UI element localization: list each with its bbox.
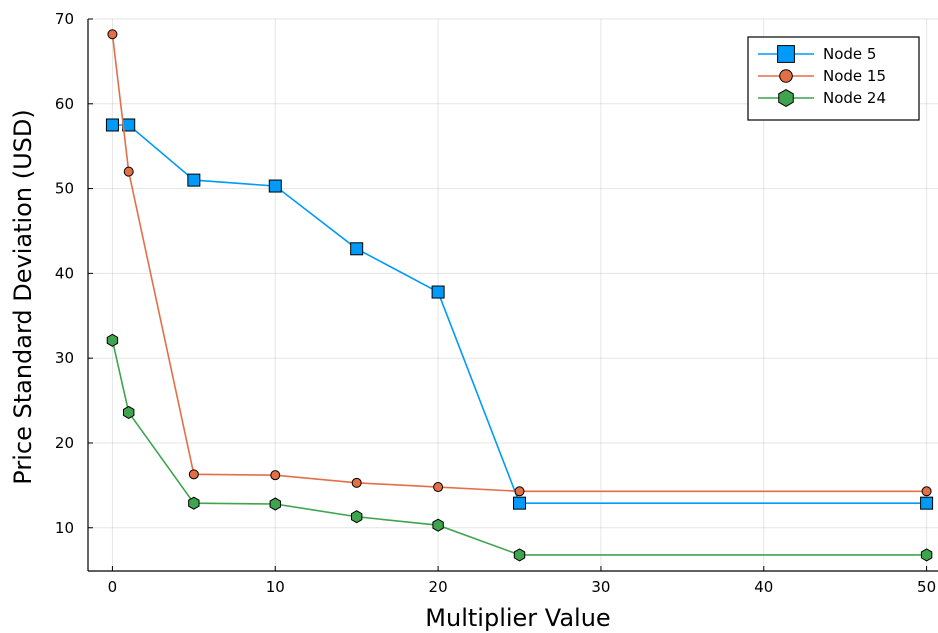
series-group: [105, 29, 934, 562]
data-point-node-5: [187, 173, 201, 187]
grid-lines: [88, 18, 938, 571]
legend-label-node-15: Node 15: [823, 67, 886, 85]
y-tick-label: 20: [55, 434, 74, 452]
data-point-node-24: [106, 333, 119, 347]
legend-marker-node-5: [777, 45, 795, 63]
legend-box: [747, 36, 920, 121]
data-point-node-5: [920, 496, 934, 510]
data-point-node-15: [921, 486, 932, 497]
x-tick-label: 50: [917, 578, 936, 596]
series-line-node-5: [112, 124, 927, 504]
legend-label-node-24: Node 24: [823, 89, 886, 107]
y-tick-label: 70: [55, 10, 74, 28]
tick-labels: 0 10 20 30 40 50 10 20 30 40 50 60 70: [55, 10, 936, 596]
x-tick-label: 40: [754, 578, 773, 596]
data-point-node-24: [513, 548, 526, 562]
y-tick-label: 30: [55, 349, 74, 367]
data-point-node-24: [123, 405, 135, 420]
data-point-node-24: [432, 518, 444, 532]
axes: [87, 18, 938, 572]
data-point-node-15: [433, 482, 444, 493]
legend-marker-node-24: [778, 89, 794, 107]
data-point-node-24: [350, 510, 363, 524]
data-point-node-24: [269, 497, 281, 511]
legend: Node 5 Node 15 Node 24: [747, 36, 920, 121]
data-point-node-15: [514, 486, 525, 497]
series-node-24: [106, 333, 933, 562]
legend-label-node-5: Node 5: [823, 45, 876, 63]
y-axis-title: Price Standard Deviation (USD): [9, 109, 37, 484]
legend-marker-node-15: [779, 69, 793, 83]
y-tick-label: 40: [55, 264, 74, 282]
y-tick-label: 60: [55, 95, 74, 113]
y-tick-label: 50: [55, 180, 74, 198]
series-line-node-15: [111, 34, 927, 493]
data-point-node-15: [107, 29, 118, 40]
data-point-node-24: [188, 496, 200, 510]
data-point-node-15: [188, 469, 199, 480]
series-line-node-24: [111, 340, 927, 556]
data-point-node-15: [351, 477, 362, 488]
x-tick-label: 0: [108, 578, 118, 596]
data-point-node-5: [268, 179, 282, 193]
data-point-node-5: [431, 285, 445, 299]
y-tick-label: 10: [55, 519, 74, 537]
x-tick-label: 10: [266, 578, 285, 596]
data-point-node-5: [350, 242, 364, 256]
data-point-node-5: [105, 118, 119, 132]
data-point-node-15: [123, 166, 134, 177]
x-axis-title: Multiplier Value: [425, 604, 610, 632]
series-node-15: [107, 29, 932, 497]
x-tick-label: 20: [429, 578, 448, 596]
series-node-5: [105, 118, 934, 510]
data-point-node-15: [270, 470, 281, 481]
data-point-node-5: [513, 496, 527, 510]
data-point-node-24: [920, 548, 933, 562]
data-point-node-5: [122, 118, 136, 132]
x-tick-label: 30: [591, 578, 610, 596]
